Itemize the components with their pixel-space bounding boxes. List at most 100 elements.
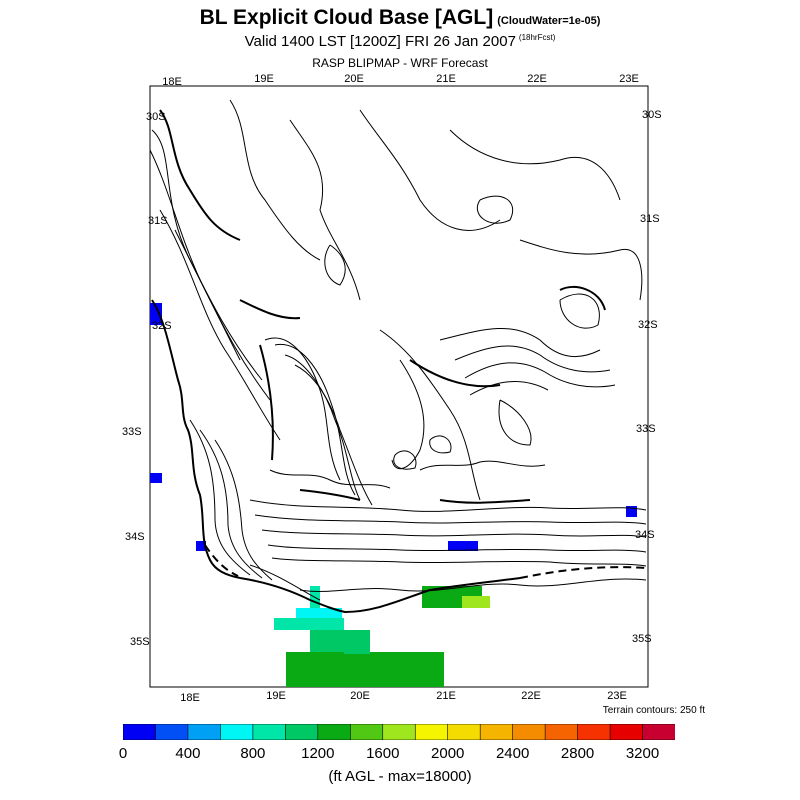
coast-line (151, 299, 241, 579)
cell (274, 618, 344, 630)
contour (199, 429, 263, 579)
colorbar-swatch (544, 724, 579, 740)
contour (249, 564, 321, 601)
cell (296, 608, 342, 618)
cell (196, 541, 206, 551)
lon-label: 20E (344, 73, 364, 85)
cell (462, 596, 490, 608)
valid-time: Valid 1400 LST [1200Z] FRI 26 Jan 2007 (1… (0, 33, 800, 50)
contour (267, 544, 647, 553)
colorbar-swatch (187, 724, 222, 740)
colorbar-tick-label: 1200 (301, 745, 335, 762)
colorbar-tick-label: 800 (240, 745, 266, 762)
lon-label: 23E (619, 73, 639, 85)
dashed-coast (204, 544, 239, 577)
lat-label: 31S (640, 213, 660, 225)
colorbar-swatch (479, 724, 514, 740)
forecast-hour-note: (18hrFcst) (518, 33, 556, 42)
lat-label: 33S (122, 426, 142, 438)
colorbar-swatch (512, 724, 546, 740)
colorbar-swatch (317, 724, 352, 740)
colorbar-swatch (577, 724, 611, 740)
lat-label: 32S (638, 319, 658, 331)
lon-label: 20E (350, 690, 370, 702)
lat-label: 30S (642, 109, 662, 121)
contour (454, 345, 611, 373)
contour (269, 469, 391, 489)
lat-label: 34S (125, 531, 145, 543)
lat-label: 31S (148, 215, 168, 227)
colorbar-tick-label: 2800 (560, 745, 595, 762)
title-main: BL Explicit Cloud Base [AGL] (199, 6, 494, 29)
contour (359, 109, 501, 231)
lat-labels-right: 30S 31S 32S 33S 34S 35S (632, 109, 662, 645)
contour (519, 239, 643, 301)
colorbar-swatch (382, 724, 417, 740)
contour (214, 439, 273, 581)
lat-label: 30S (146, 111, 166, 123)
colorbar-tick-label: 1600 (366, 745, 400, 762)
heavy-contour (159, 109, 241, 241)
contour (299, 578, 647, 592)
colorbar-tick-label: 400 (175, 745, 201, 762)
lon-label: 22E (527, 73, 547, 85)
colorbar-swatch (123, 724, 157, 740)
colorbar-units: (ft AGL - max=18000) (328, 768, 472, 785)
lat-label: 34S (635, 529, 655, 541)
contour (189, 419, 251, 576)
cell (150, 473, 162, 483)
colorbar-swatch (414, 724, 449, 740)
lon-label: 22E (521, 690, 541, 702)
colorbar-tick-label: 2000 (431, 745, 465, 762)
contour (379, 329, 481, 501)
heavy-contour (239, 299, 301, 320)
contour (229, 99, 321, 261)
colorbar-swatch (447, 724, 481, 740)
contour (284, 354, 361, 501)
contour (159, 209, 281, 441)
contour (464, 362, 616, 388)
lon-label: 19E (266, 690, 286, 702)
valid-time-text: Valid 1400 LST [1200Z] FRI 26 Jan 2007 (244, 33, 516, 50)
colorbar-swatch (609, 724, 644, 740)
chart-title: BL Explicit Cloud Base [AGL] (CloudWater=… (0, 6, 800, 30)
contour (429, 435, 452, 454)
cell (150, 303, 162, 325)
lon-labels-bottom: 18E 19E 20E 21E 22E 23E (180, 690, 627, 704)
map-frame (149, 85, 649, 688)
colorbar-swatch (642, 724, 675, 740)
heavy-contour (409, 359, 501, 388)
title-note: (CloudWater=1e-05) (497, 15, 601, 27)
colorbar-swatch (155, 724, 189, 740)
contour (391, 359, 425, 470)
lat-label: 33S (636, 423, 656, 435)
lat-labels-left: 30S 31S 32S 33S 34S 35S (122, 111, 172, 648)
contour (469, 381, 549, 396)
colorbar-tick-label: 2400 (495, 745, 530, 762)
lon-labels-top: 18E 19E 20E 21E 22E 23E (162, 73, 639, 88)
contour (498, 399, 532, 446)
colorbar-swatch (285, 724, 319, 740)
lon-label: 18E (180, 692, 200, 704)
contour (294, 364, 373, 506)
contour (439, 328, 601, 358)
contour (274, 344, 356, 496)
contour (254, 514, 647, 525)
dashed-coast (519, 566, 647, 579)
cell (344, 640, 370, 654)
source-label: RASP BLIPMAP - WRF Forecast (312, 56, 488, 70)
lon-label: 19E (254, 73, 274, 85)
coast-line (239, 577, 521, 614)
colorbar-swatch (220, 724, 254, 740)
contour (174, 229, 241, 361)
heavy-contour (299, 489, 361, 501)
coastline-dashed (204, 544, 647, 579)
terrain-contours (149, 99, 647, 601)
contour (449, 129, 621, 201)
terrain-contour-note: Terrain contours: 250 ft (602, 705, 705, 716)
contour (393, 450, 417, 470)
lat-label: 32S (152, 320, 172, 332)
contour (261, 529, 647, 538)
lat-label: 35S (130, 636, 150, 648)
